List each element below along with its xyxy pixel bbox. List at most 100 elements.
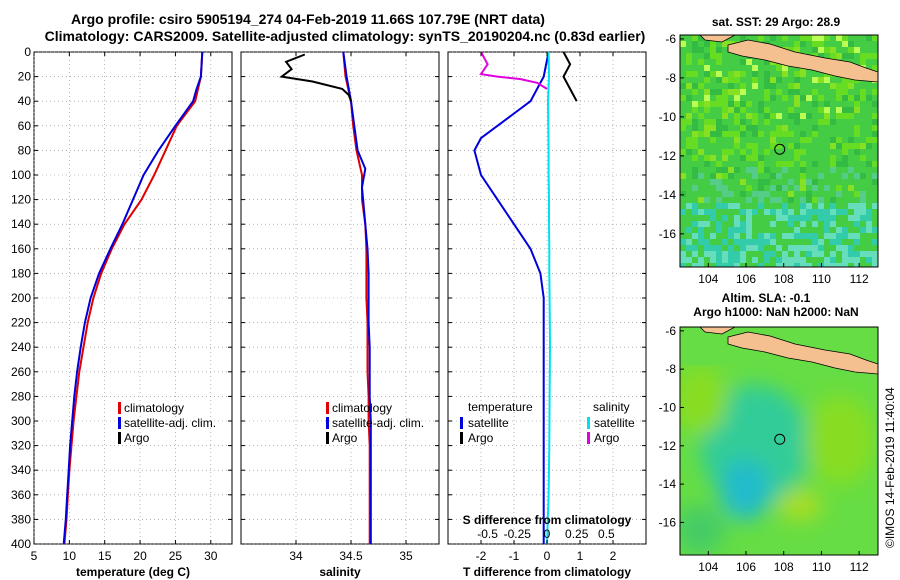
legend-swatch-climatology [118,402,121,414]
sst-cell [752,113,758,119]
sst-cell [836,89,842,95]
sst-cell [722,185,728,191]
sst-cell [830,239,836,245]
sst-cell [800,215,806,221]
sst-cell [830,167,836,173]
sst-cell [746,167,752,173]
sst-cell [770,185,776,191]
legend-label-satellite: satellite-adj. clim. [332,416,424,430]
sst-cell [854,257,860,263]
sst-cell [758,107,764,113]
sst-cell [812,239,818,245]
sst-cell [758,263,764,267]
sst-cell [704,239,710,245]
sst-cell [794,257,800,263]
sst-cell [794,233,800,239]
sst-cell [860,89,866,95]
sst-cell [824,77,830,83]
sst-cell [860,155,866,161]
sst-cell [710,41,716,47]
sst-cell [728,173,734,179]
sst-cell [716,179,722,185]
sst-cell [686,149,692,155]
sst-cell [800,257,806,263]
sst-cell [692,221,698,227]
sst-cell [770,173,776,179]
legend-label-satellite: satellite-adj. clim. [124,416,216,430]
sst-cell [746,101,752,107]
sst-cell [860,227,866,233]
sst-cell [734,239,740,245]
sst-cell [716,263,722,267]
sst-cell [758,161,764,167]
sst-cell [752,125,758,131]
sst-cell [734,263,740,267]
sst-cell [704,101,710,107]
sst-cell [740,71,746,77]
sst-cell [854,125,860,131]
sst-cell [722,95,728,101]
sst-cell [830,137,836,143]
sst-cell [872,257,878,263]
sst-cell [722,149,728,155]
sst-cell [836,83,842,89]
sst-cell [848,203,854,209]
sst-cell [854,173,860,179]
sst-cell [806,191,812,197]
sst-cell [776,161,782,167]
sst-cell [740,209,746,215]
sst-cell [764,71,770,77]
sst-cell [710,125,716,131]
x-tick-label: -1 [509,549,520,563]
salinity-panel: 34 34.5 35 salinity climatology satellite-… [240,51,440,579]
sst-cell [734,77,740,83]
y-tick-label: 100 [11,168,31,182]
sst-cell [848,113,854,119]
sst-cell [710,71,716,77]
sst-cell [830,209,836,215]
sst-cell [836,161,842,167]
sst-cell [800,167,806,173]
sst-cell [746,59,752,65]
sst-cell [764,113,770,119]
sst-cell [734,167,740,173]
sst-cell [722,89,728,95]
sst-cell [734,227,740,233]
sst-cell [842,161,848,167]
legend-swatch-satellite [118,417,121,429]
sst-cell [728,263,734,267]
map-x-tick-label: 110 [812,272,831,286]
sst-cell [740,245,746,251]
sst-cell [704,89,710,95]
sst-cell [854,239,860,245]
title-line-2: Climatology: CARS2009. Satellite-adjuste… [45,28,646,44]
series-t-argo [562,51,578,102]
sst-cell [716,185,722,191]
y-tick-label: 360 [11,488,31,502]
sst-cell [800,71,806,77]
legend-title-temperature: temperature [468,400,533,414]
sst-cell [824,119,830,125]
sst-cell [692,209,698,215]
sst-cell [716,203,722,209]
sst-cell [746,233,752,239]
sst-cell [788,245,794,251]
sst-cell [734,137,740,143]
sst-cell [872,137,878,143]
sst-cell [842,83,848,89]
sst-cell [782,161,788,167]
sst-cell [704,209,710,215]
sst-cell [704,155,710,161]
difference-xlabel: T difference from climatology [463,565,631,579]
s-tick-label: -0.5 [477,527,498,541]
sst-cell [740,179,746,185]
difference-panel: -2 -1 0 1 2 -0.5 -0.25 0 0.25 0.5 T difference fr… [447,51,647,579]
sst-cell [794,83,800,89]
sst-cell [842,251,848,257]
sst-cell [794,113,800,119]
y-tick-label: 340 [11,463,31,477]
sst-cell [776,125,782,131]
x-tick-label: 30 [204,549,218,563]
sst-cell [812,197,818,203]
sst-cell [740,239,746,245]
